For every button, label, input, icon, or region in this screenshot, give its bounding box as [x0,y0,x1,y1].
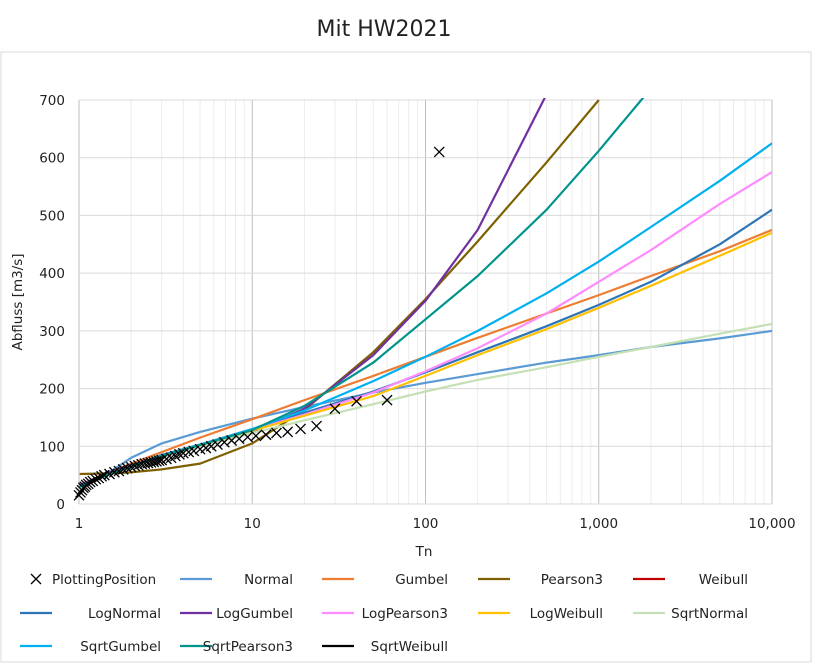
y-tick-label: 100 [39,439,65,455]
plotting-position-point [125,461,137,473]
plotting-position-point [329,403,341,415]
y-axis-label: Abfluss [m3/s] [10,253,26,350]
plotting-position-point [73,489,85,501]
chart-frame [0,51,812,663]
legend: PlottingPosition Normal Gumbel Pearson3 Weib… [20,572,748,655]
plotting-position-point [173,448,185,460]
legend-marker [30,573,42,585]
y-tick-label: 0 [56,497,65,513]
plotting-position-point [108,466,120,478]
plotting-position-point [129,460,141,472]
y-tick-label: 700 [39,93,65,109]
plotting-position-point [121,462,133,474]
y-tick-label: 500 [39,208,65,224]
plotting-position-point [212,439,223,451]
tick-labels: 1 10 100 1,000 10,000 0 100 200 300 400 500 600 700 [39,93,795,532]
plotting-position-point [93,472,105,484]
plotting-position-point [218,436,230,448]
legend-label: LogWeibull [530,606,603,622]
y-tick-label: 600 [39,151,65,167]
chart-title: Mit HW2021 [317,17,452,42]
plotting-position-point [271,427,282,439]
plotting-position-point [84,476,96,488]
x-tick-label: 10 [244,516,261,532]
plotting-position-point [351,395,363,407]
legend-label: Weibull [699,572,748,588]
plotting-position-point [132,459,144,471]
legend-label: LogPearson3 [362,606,448,622]
x-tick-label: 100 [413,516,439,532]
plotting-position-point [96,470,108,482]
x-tick-label: 10,000 [748,516,795,532]
plotting-position-point [433,146,445,158]
plotting-position-point [233,433,245,445]
legend-label: SqrtWeibull [371,639,448,655]
legend-label: Normal [244,572,293,588]
legend-label: Pearson3 [541,572,603,588]
y-tick-label: 300 [39,324,65,340]
plotting-position-point [381,394,393,406]
plotting-position-point [205,440,217,452]
plotting-position-point [90,473,102,485]
x-tick-label: 1,000 [579,516,618,532]
plotting-position-point [250,430,262,442]
legend-label: SqrtPearson3 [203,639,293,655]
legend-label: LogGumbel [216,606,293,622]
legend-label: LogNormal [88,606,161,622]
y-tick-label: 400 [39,266,65,282]
plotting-position-point [153,455,165,467]
legend-label: SqrtGumbel [80,639,161,655]
plotting-position-point [188,445,200,457]
plotting-position-point [161,453,172,465]
legend-label: Gumbel [395,572,448,588]
y-tick-label: 200 [39,382,65,398]
legend-label: SqrtNormal [671,606,748,622]
plotting-position-markers [73,146,445,501]
legend-label: PlottingPosition [52,572,156,588]
x-tick-label: 1 [75,516,84,532]
grid [78,99,773,505]
x-axis-label: Tn [415,544,433,560]
plotting-position-point [260,429,272,441]
plotting-position-point [282,426,294,438]
plotting-position-point [295,423,307,435]
plotting-position-point [117,463,129,475]
plotting-position-point [311,420,322,432]
plotting-position-point [87,475,99,487]
